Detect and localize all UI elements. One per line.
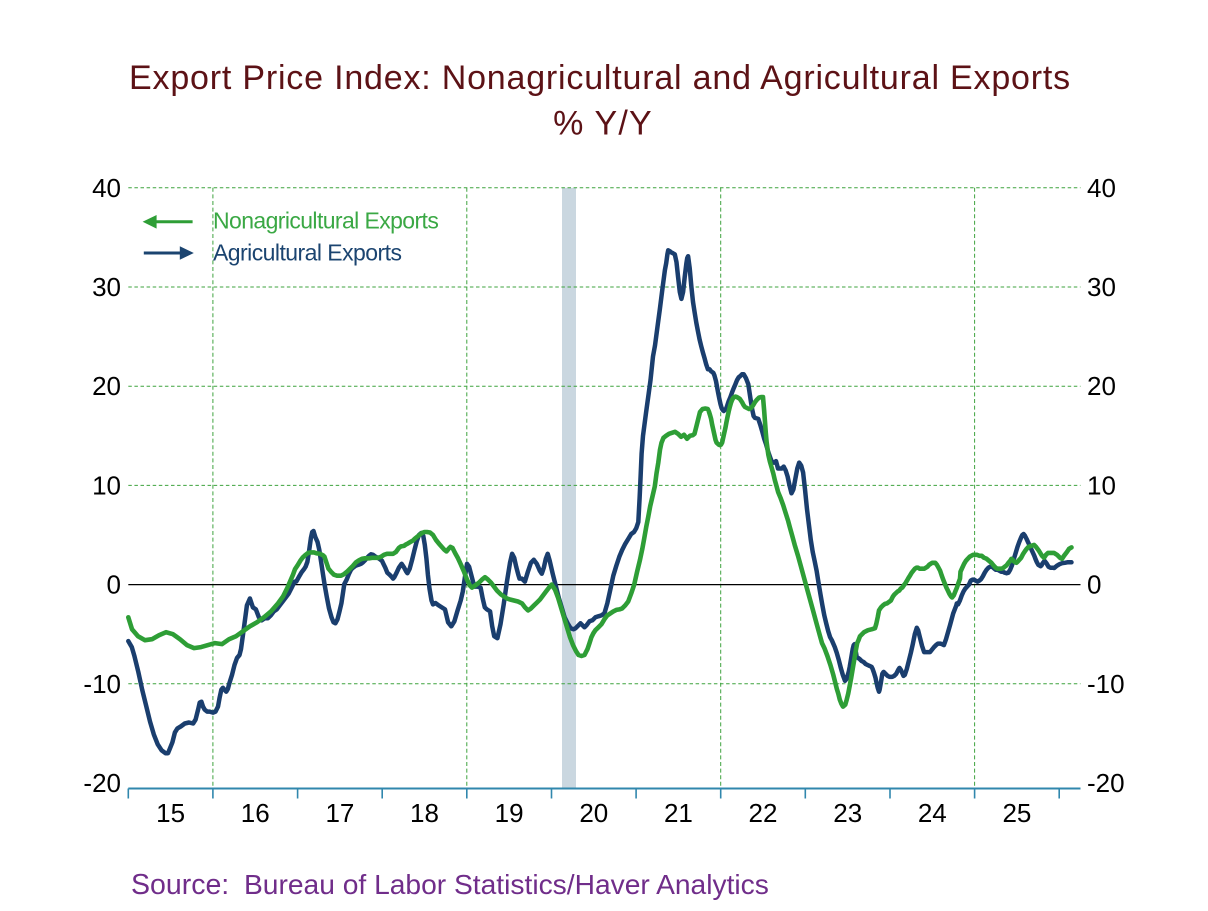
svg-text:30: 30 (1087, 272, 1116, 302)
svg-text:-20: -20 (83, 768, 121, 798)
svg-text:17: 17 (325, 798, 354, 828)
svg-text:% Y/Y: % Y/Y (553, 105, 653, 143)
svg-text:16: 16 (241, 798, 270, 828)
svg-text:40: 40 (1087, 173, 1116, 203)
svg-text:Agricultural Exports: Agricultural Exports (213, 240, 401, 266)
svg-text:21: 21 (664, 798, 693, 828)
svg-text:19: 19 (495, 798, 524, 828)
svg-text:40: 40 (92, 173, 121, 203)
svg-text:10: 10 (1087, 470, 1116, 500)
svg-text:20: 20 (1087, 371, 1116, 401)
svg-text:0: 0 (1087, 570, 1101, 600)
svg-text:15: 15 (156, 798, 185, 828)
svg-text:-10: -10 (1087, 669, 1125, 699)
svg-text:23: 23 (833, 798, 862, 828)
svg-text:25: 25 (1002, 798, 1031, 828)
svg-text:22: 22 (749, 798, 778, 828)
svg-text:Export Price Index: Nonagricul: Export Price Index: Nonagricultural and … (129, 59, 1071, 97)
svg-text:-10: -10 (83, 669, 121, 699)
svg-text:10: 10 (92, 470, 121, 500)
svg-text:0: 0 (107, 570, 121, 600)
svg-text:20: 20 (92, 371, 121, 401)
svg-text:20: 20 (579, 798, 608, 828)
svg-text:18: 18 (410, 798, 439, 828)
svg-text:24: 24 (918, 798, 947, 828)
svg-text:-20: -20 (1087, 768, 1125, 798)
svg-text:Nonagricultural Exports: Nonagricultural Exports (213, 208, 438, 234)
svg-text:Bureau of Labor Statistics/Hav: Bureau of Labor Statistics/Haver Analyti… (244, 868, 769, 900)
svg-text:Source:: Source: (131, 869, 229, 901)
svg-text:30: 30 (92, 272, 121, 302)
